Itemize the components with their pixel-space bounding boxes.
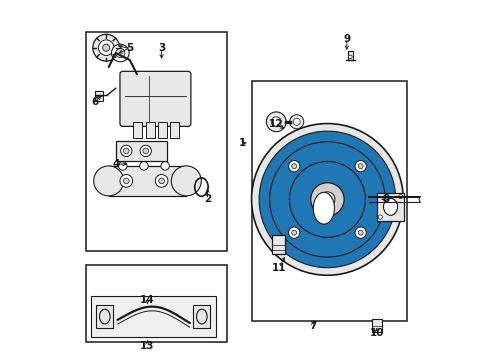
Circle shape <box>289 162 365 237</box>
Text: 1: 1 <box>239 138 246 148</box>
Bar <box>116 141 166 161</box>
Circle shape <box>377 215 382 219</box>
Bar <box>85 32 226 251</box>
Bar <box>371 319 381 332</box>
Circle shape <box>357 164 363 168</box>
Circle shape <box>354 161 366 172</box>
Circle shape <box>155 175 167 187</box>
Circle shape <box>357 230 363 235</box>
Text: 13: 13 <box>140 341 154 351</box>
Circle shape <box>269 142 384 257</box>
Bar <box>96 305 113 328</box>
Circle shape <box>102 44 109 51</box>
Text: 6: 6 <box>91 98 98 107</box>
Bar <box>145 122 154 138</box>
Text: 8: 8 <box>381 194 388 204</box>
Text: 14: 14 <box>140 295 155 305</box>
Circle shape <box>140 162 148 170</box>
Circle shape <box>142 148 148 154</box>
Circle shape <box>171 166 201 196</box>
Circle shape <box>398 194 402 199</box>
Circle shape <box>94 166 123 196</box>
Circle shape <box>116 48 124 58</box>
Text: 9: 9 <box>343 34 350 44</box>
Text: 7: 7 <box>309 321 316 332</box>
Bar <box>94 91 103 100</box>
Bar <box>170 122 179 138</box>
Circle shape <box>293 118 300 125</box>
Bar <box>272 235 285 254</box>
Circle shape <box>266 112 285 132</box>
Circle shape <box>118 162 127 170</box>
Circle shape <box>310 183 344 216</box>
Bar <box>347 51 352 60</box>
Ellipse shape <box>383 198 397 215</box>
Circle shape <box>418 196 426 203</box>
Circle shape <box>121 145 132 157</box>
Text: 11: 11 <box>271 263 286 273</box>
Circle shape <box>111 44 129 62</box>
Circle shape <box>291 164 296 168</box>
Bar <box>91 296 216 337</box>
Circle shape <box>319 192 334 207</box>
Circle shape <box>123 178 129 184</box>
Circle shape <box>159 178 164 184</box>
FancyBboxPatch shape <box>120 71 190 126</box>
Text: 2: 2 <box>203 194 211 204</box>
Circle shape <box>259 131 395 268</box>
Ellipse shape <box>313 192 334 224</box>
Text: 5: 5 <box>126 43 133 53</box>
Circle shape <box>291 230 296 235</box>
Circle shape <box>348 55 351 59</box>
Circle shape <box>161 162 169 170</box>
Circle shape <box>289 115 303 129</box>
Text: 3: 3 <box>158 43 165 53</box>
Text: 12: 12 <box>268 118 283 129</box>
Circle shape <box>288 161 299 172</box>
Bar <box>251 81 406 321</box>
Circle shape <box>288 227 299 238</box>
Circle shape <box>140 145 151 157</box>
Circle shape <box>98 40 114 55</box>
Bar <box>108 166 186 196</box>
Text: 4: 4 <box>112 159 119 169</box>
Bar <box>376 193 404 221</box>
Bar <box>158 122 166 138</box>
Circle shape <box>123 148 129 154</box>
Circle shape <box>271 117 281 127</box>
Bar <box>133 122 142 138</box>
Circle shape <box>93 34 120 61</box>
Circle shape <box>120 175 132 187</box>
Text: 10: 10 <box>369 328 383 338</box>
Circle shape <box>251 123 403 275</box>
Bar <box>85 265 226 342</box>
Circle shape <box>354 227 366 238</box>
Bar <box>193 305 210 328</box>
